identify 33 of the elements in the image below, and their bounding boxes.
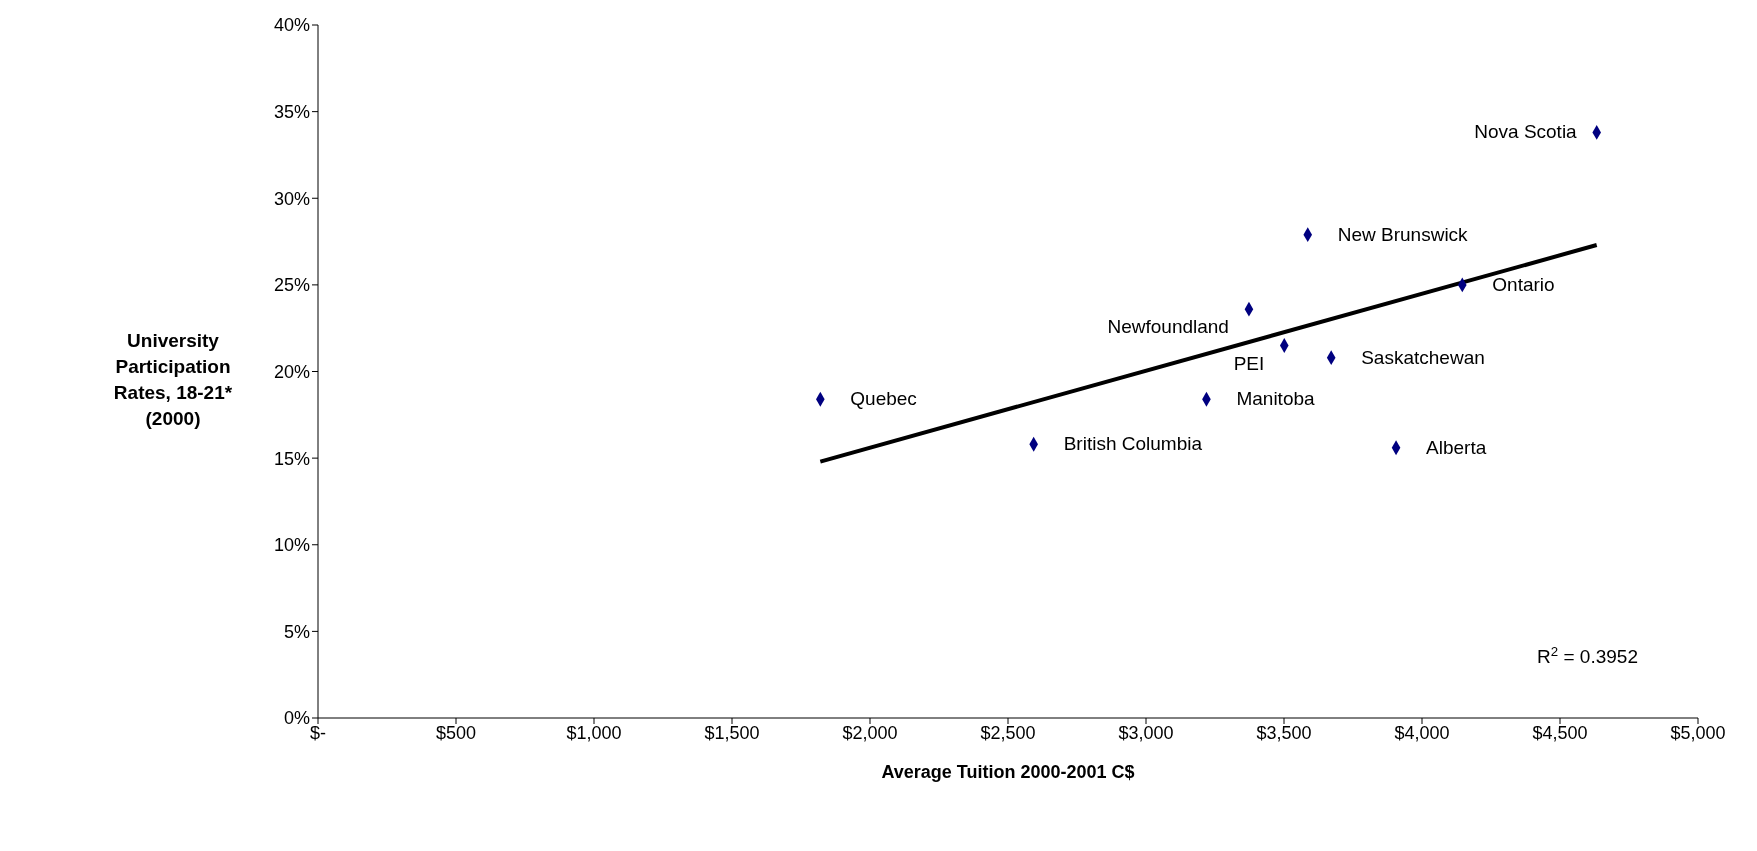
x-axis-title: Average Tuition 2000-2001 C$ [881, 762, 1135, 782]
annotation: Alberta [1426, 436, 1487, 458]
annotation: Manitoba [1236, 388, 1316, 410]
y-tick-label: 15% [273, 448, 310, 469]
y-tick-label: 20% [273, 361, 310, 382]
annotation: New Brunswick [1337, 223, 1469, 245]
annotation: PEI [1233, 352, 1265, 374]
y-tick-label: 40% [273, 15, 310, 36]
annotation: Quebec [850, 388, 917, 410]
annotation: Nova Scotia [1474, 121, 1578, 143]
x-tick-label: $5,000 [1670, 722, 1726, 743]
annotation: Saskatchewan [1361, 346, 1485, 368]
y-tick-label: 5% [283, 621, 310, 642]
x-tick-label: $- [309, 722, 327, 743]
annotation: R$^{2}$ = 0.3952 [1537, 643, 1638, 667]
x-tick-label: $3,500 [1256, 722, 1312, 743]
x-tick-label: $4,500 [1532, 722, 1588, 743]
y-tick-label: 30% [273, 188, 310, 209]
y-tick-label: 35% [273, 102, 310, 123]
x-tick-label: $1,000 [566, 722, 622, 743]
x-tick-label: $4,000 [1394, 722, 1450, 743]
annotation: Newfoundland [1107, 316, 1229, 338]
y-tick-label: 10% [273, 535, 310, 556]
y-axis-title: University Participation Rates, 18-21* (2000) [112, 329, 234, 431]
x-tick-label: $2,000 [842, 722, 898, 743]
annotation: British Columbia [1063, 433, 1203, 455]
x-tick-label: $500 [435, 722, 477, 743]
x-tick-label: $1,500 [704, 722, 760, 743]
annotation: Ontario [1492, 273, 1555, 295]
y-tick-label: 0% [283, 708, 310, 729]
x-tick-label: $2,500 [980, 722, 1036, 743]
y-tick-label: 25% [273, 275, 310, 296]
x-tick-label: $3,000 [1118, 722, 1174, 743]
